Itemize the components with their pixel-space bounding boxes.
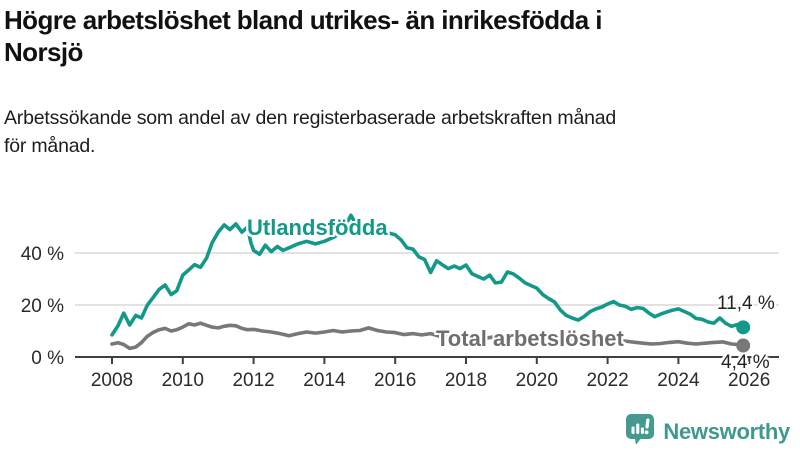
svg-text:2010: 2010 bbox=[162, 370, 204, 391]
page-title-line-1: Högre arbetslöshet bland utrikes- än inr… bbox=[4, 5, 602, 35]
page-title-line-2: Norsjö bbox=[4, 37, 83, 67]
svg-text:20 %: 20 % bbox=[21, 296, 64, 317]
svg-text:2018: 2018 bbox=[445, 370, 487, 391]
svg-text:2022: 2022 bbox=[586, 370, 628, 391]
svg-text:0 %: 0 % bbox=[31, 348, 64, 369]
line-chart: 0 % 20 % 40 % 2008 2010 2012 2014 2016 2018 2020 2… bbox=[0, 195, 800, 405]
svg-text:40 %: 40 % bbox=[21, 244, 64, 265]
chart-subtitle: Arbetssökande som andel av den registerb… bbox=[4, 104, 794, 160]
svg-text:2026: 2026 bbox=[728, 370, 770, 391]
newsworthy-logo: Newsworthy bbox=[625, 413, 790, 451]
chart-subtitle-line-1: Arbetssökande som andel av den registerb… bbox=[4, 107, 617, 129]
newsworthy-logo-icon bbox=[625, 413, 655, 451]
end-value-label-utlandsfodda: 11,4 % bbox=[717, 293, 775, 314]
chart-canvas: 0 % 20 % 40 % 2008 2010 2012 2014 2016 2018 2020 2… bbox=[21, 213, 779, 391]
svg-text:2014: 2014 bbox=[303, 370, 346, 391]
svg-text:2012: 2012 bbox=[232, 370, 274, 391]
end-value-label-total: 4,4 % bbox=[721, 352, 770, 373]
series-label-total-arbetsloshet: Total arbetslöshet bbox=[436, 326, 624, 351]
svg-text:2016: 2016 bbox=[374, 370, 416, 391]
page-title: Högre arbetslöshet bland utrikes- än inr… bbox=[4, 4, 784, 68]
svg-text:2008: 2008 bbox=[91, 370, 133, 391]
newsworthy-logo-text: Newsworthy bbox=[663, 419, 790, 444]
series-label-utlandsfodda: Utlandsfödda bbox=[247, 215, 388, 240]
svg-text:2020: 2020 bbox=[516, 370, 558, 391]
svg-text:2024: 2024 bbox=[657, 370, 700, 391]
chart-subtitle-line-2: för månad. bbox=[4, 135, 96, 157]
